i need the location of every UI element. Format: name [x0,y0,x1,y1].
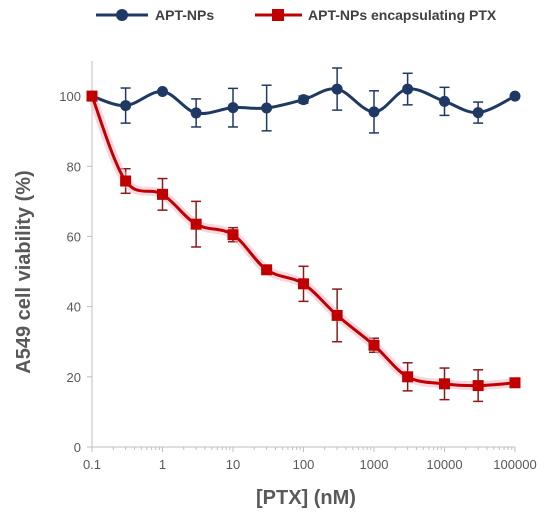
tick-labels: 0 20 40 60 80 100 0.1 1 10 100 1000 10000 100000 [59,89,536,472]
y-tick-label: 60 [67,229,81,244]
data-point [227,102,239,114]
data-point [86,90,98,102]
data-point [298,94,309,106]
series-glow [87,91,520,391]
x-tick-label: 100 [293,457,315,472]
data-point [157,188,168,200]
y-tick-label: 0 [74,440,81,455]
y-axis-title: A549 cell viability (%) [13,170,35,373]
y-tick-label: 20 [67,370,81,385]
data-point [190,218,202,230]
data-point [261,264,273,276]
y-tick-label: 100 [59,89,81,104]
data-point [298,278,309,290]
data-point [472,107,484,119]
data-point [227,229,239,241]
data-point [331,83,343,95]
data-point [190,107,202,119]
legend-label-apt-nps-ptx: APT-NPs encapsulating PTX [308,7,497,23]
axes [87,61,516,452]
data-point [157,86,168,98]
x-tick-label: 1000 [360,457,389,472]
legend-marker-apt-nps-ptx [272,9,284,21]
y-tick-label: 40 [67,300,81,315]
data-point [120,100,132,112]
series-apt-nps [86,67,521,134]
x-tick-label: 10 [226,457,240,472]
series-apt-nps-ptx [86,90,521,403]
x-tick-label: 10000 [426,457,462,472]
data-point [120,175,132,187]
data-point [472,380,484,392]
legend: APT-NPs APT-NPs encapsulating PTX [96,7,497,23]
legend-marker-apt-nps [116,9,128,21]
data-point [261,102,273,114]
legend-label-apt-nps: APT-NPs [155,7,214,23]
x-tick-label: 0.1 [83,457,101,472]
data-point [439,95,450,107]
data-point [368,339,380,351]
y-tick-label: 80 [67,159,81,174]
data-point [331,309,343,321]
x-tick-label: 100000 [493,457,536,472]
data-point [439,378,450,390]
x-axis-title: [PTX] (nM) [256,487,356,509]
data-point [368,106,380,118]
data-point [402,83,414,95]
x-tick-label: 1 [159,457,166,472]
series-line [90,95,516,388]
data-point [402,371,414,383]
data-point [509,377,521,389]
data-point [509,90,521,102]
series-layer [86,67,521,403]
